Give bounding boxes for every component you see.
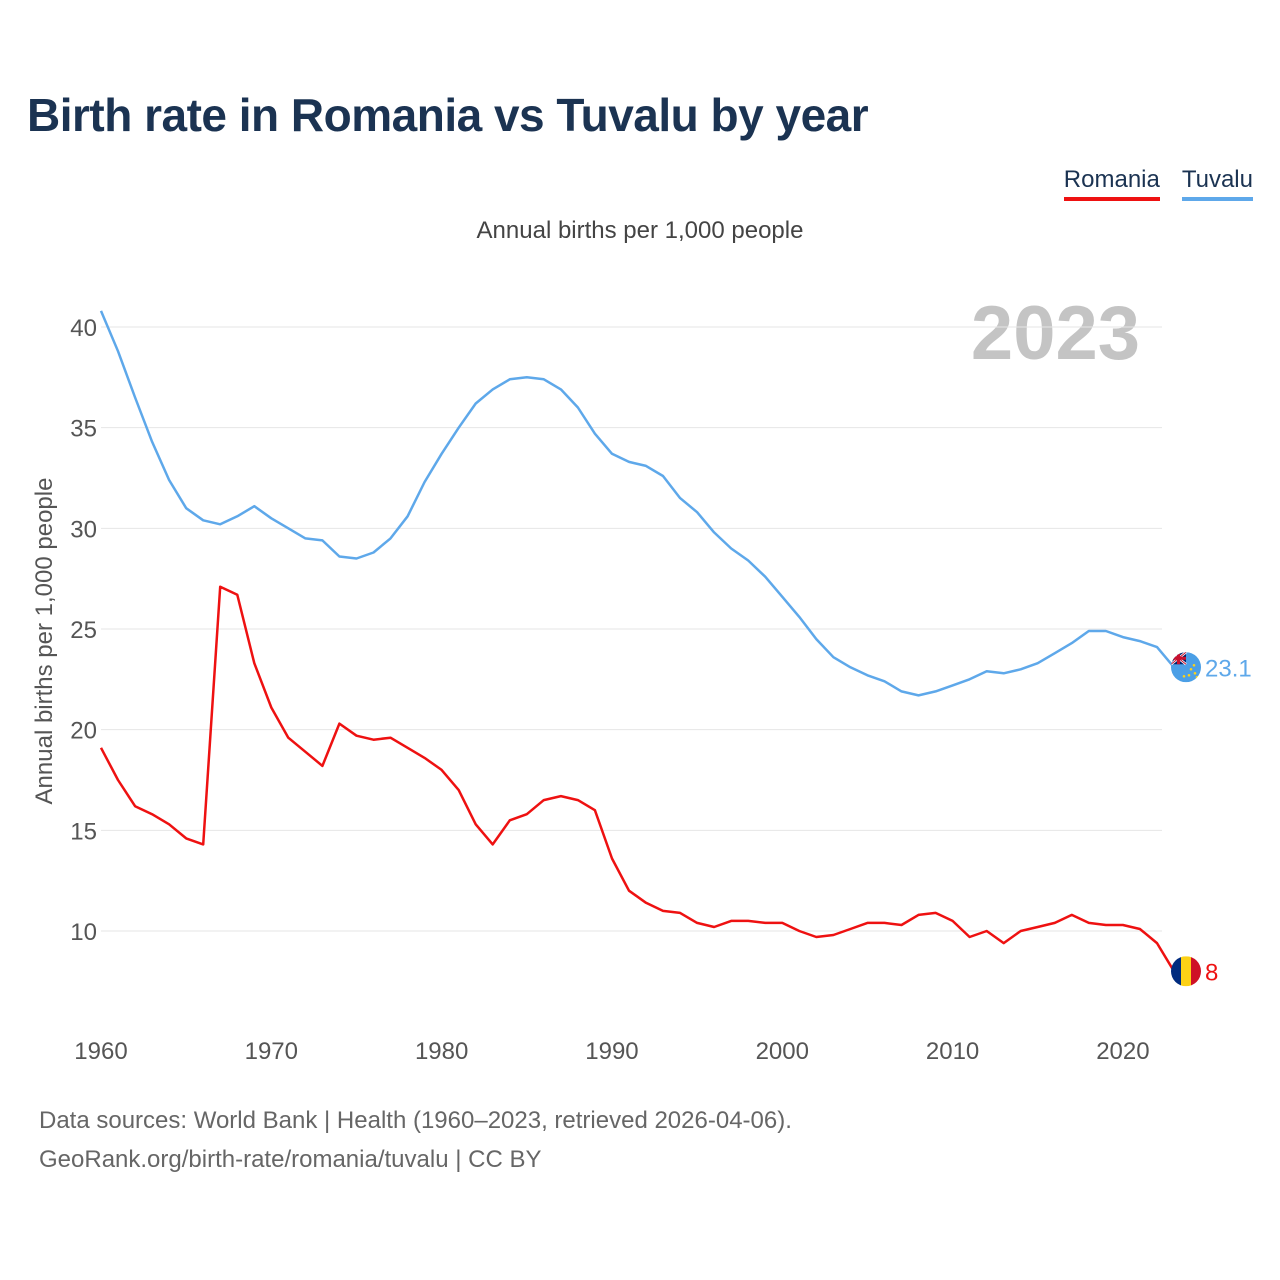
romania-flag-icon: [1171, 956, 1201, 987]
x-tick-label-1990: 1990: [585, 1038, 638, 1065]
chart-title: Birth rate in Romania vs Tuvalu by year: [27, 89, 869, 141]
year-label: 2023: [970, 291, 1140, 376]
legend-item-romania[interactable]: Romania: [1063, 166, 1160, 201]
x-axis-ticks: 1960 1970 1980 1990 2000 2010 2020: [74, 1038, 1149, 1065]
series-lines: [99, 310, 1176, 973]
x-tick-label-2020: 2020: [1096, 1038, 1149, 1065]
grid-lines: [101, 326, 1162, 932]
y-tick-label-15: 15: [70, 818, 97, 845]
legend: Romania Tuvalu: [1063, 166, 1253, 201]
tuvalu-flag-icon: [1171, 652, 1201, 683]
end-label-tuvalu: 23.1: [1205, 655, 1252, 682]
y-tick-label-10: 10: [70, 919, 97, 946]
legend-item-tuvalu[interactable]: Tuvalu: [1181, 166, 1253, 201]
x-tick-label-1970: 1970: [245, 1038, 298, 1065]
series-line-romania[interactable]: [99, 585, 1176, 973]
x-tick-label-1960: 1960: [74, 1038, 127, 1065]
y-axis-label: Annual births per 1,000 people: [31, 478, 58, 805]
y-axis-ticks: 10 15 20 25 30 35 40: [70, 315, 97, 946]
y-tick-label-25: 25: [70, 617, 97, 644]
y-tick-label-35: 35: [70, 416, 97, 443]
x-tick-label-2010: 2010: [926, 1038, 979, 1065]
source-line-1: Data sources: World Bank | Health (1960–…: [39, 1107, 792, 1134]
y-tick-label-30: 30: [70, 516, 97, 543]
x-tick-label-2000: 2000: [756, 1038, 809, 1065]
series-line-tuvalu[interactable]: [99, 310, 1176, 697]
end-markers: 823.1: [1171, 652, 1252, 987]
chart-subtitle: Annual births per 1,000 people: [476, 217, 804, 244]
end-label-romania: 8: [1205, 959, 1218, 986]
x-tick-label-1980: 1980: [415, 1038, 468, 1065]
y-tick-label-20: 20: [70, 718, 97, 745]
y-tick-label-40: 40: [70, 315, 97, 342]
source-line-2[interactable]: GeoRank.org/birth-rate/romania/tuvalu | …: [39, 1146, 542, 1173]
